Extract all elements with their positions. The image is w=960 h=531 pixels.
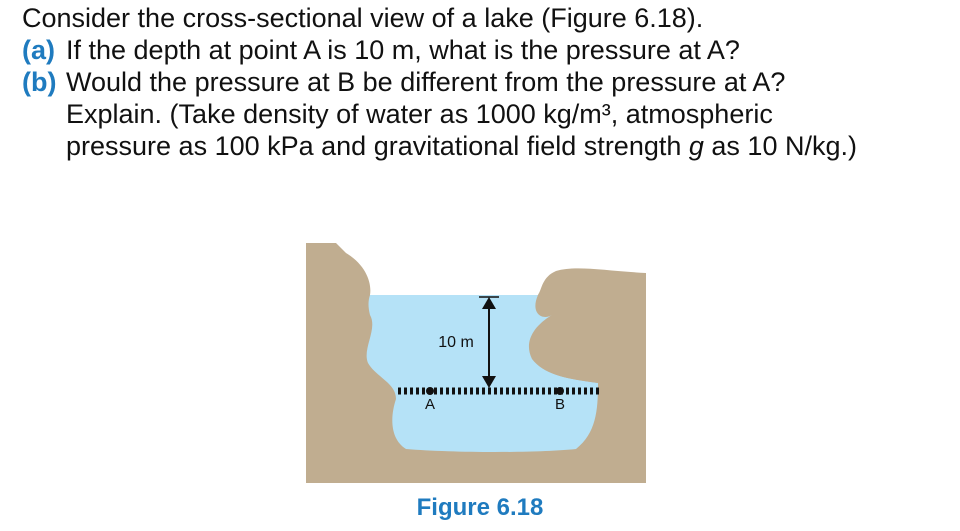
figure-caption: Figure 6.18 — [416, 494, 544, 521]
point-b-marker — [556, 387, 564, 395]
part-b-line3-post: as 10 N/kg.) — [703, 131, 857, 161]
part-b-line3-pre: pressure as 100 kPa and gravitational fi… — [66, 131, 689, 161]
gravity-symbol: g — [688, 131, 704, 161]
part-b-line3: pressure as 100 kPa and gravitational fi… — [22, 130, 942, 162]
part-a: (a) If the depth at point A is 10 m, what… — [22, 34, 942, 66]
question-text: Consider the cross-sectional view of a l… — [22, 2, 942, 162]
point-a-label: A — [425, 396, 435, 413]
lake-figure: 10 m A B — [306, 243, 646, 483]
question-intro: Consider the cross-sectional view of a l… — [22, 3, 704, 33]
depth-label: 10 m — [438, 334, 474, 351]
depth-arrow-down-head — [482, 376, 496, 388]
part-b-line2: Explain. (Take density of water as 1000 … — [66, 99, 773, 129]
rock-bulge — [530, 275, 646, 383]
point-a-marker — [426, 387, 434, 395]
part-a-tag: (a) — [22, 35, 55, 65]
part-a-text: If the depth at point A is 10 m, what is… — [66, 35, 740, 65]
part-b-text: Would the pressure at B be different fro… — [66, 67, 786, 97]
point-b-label: B — [555, 396, 565, 413]
lake-water — [366, 295, 598, 452]
part-b: (b) Would the pressure at B be different … — [22, 66, 942, 98]
part-b-tag: (b) — [22, 67, 57, 97]
depth-arrow-up-head — [482, 297, 496, 309]
sky-cutout — [336, 243, 646, 295]
lake-diagram: 10 m A B — [306, 243, 646, 483]
